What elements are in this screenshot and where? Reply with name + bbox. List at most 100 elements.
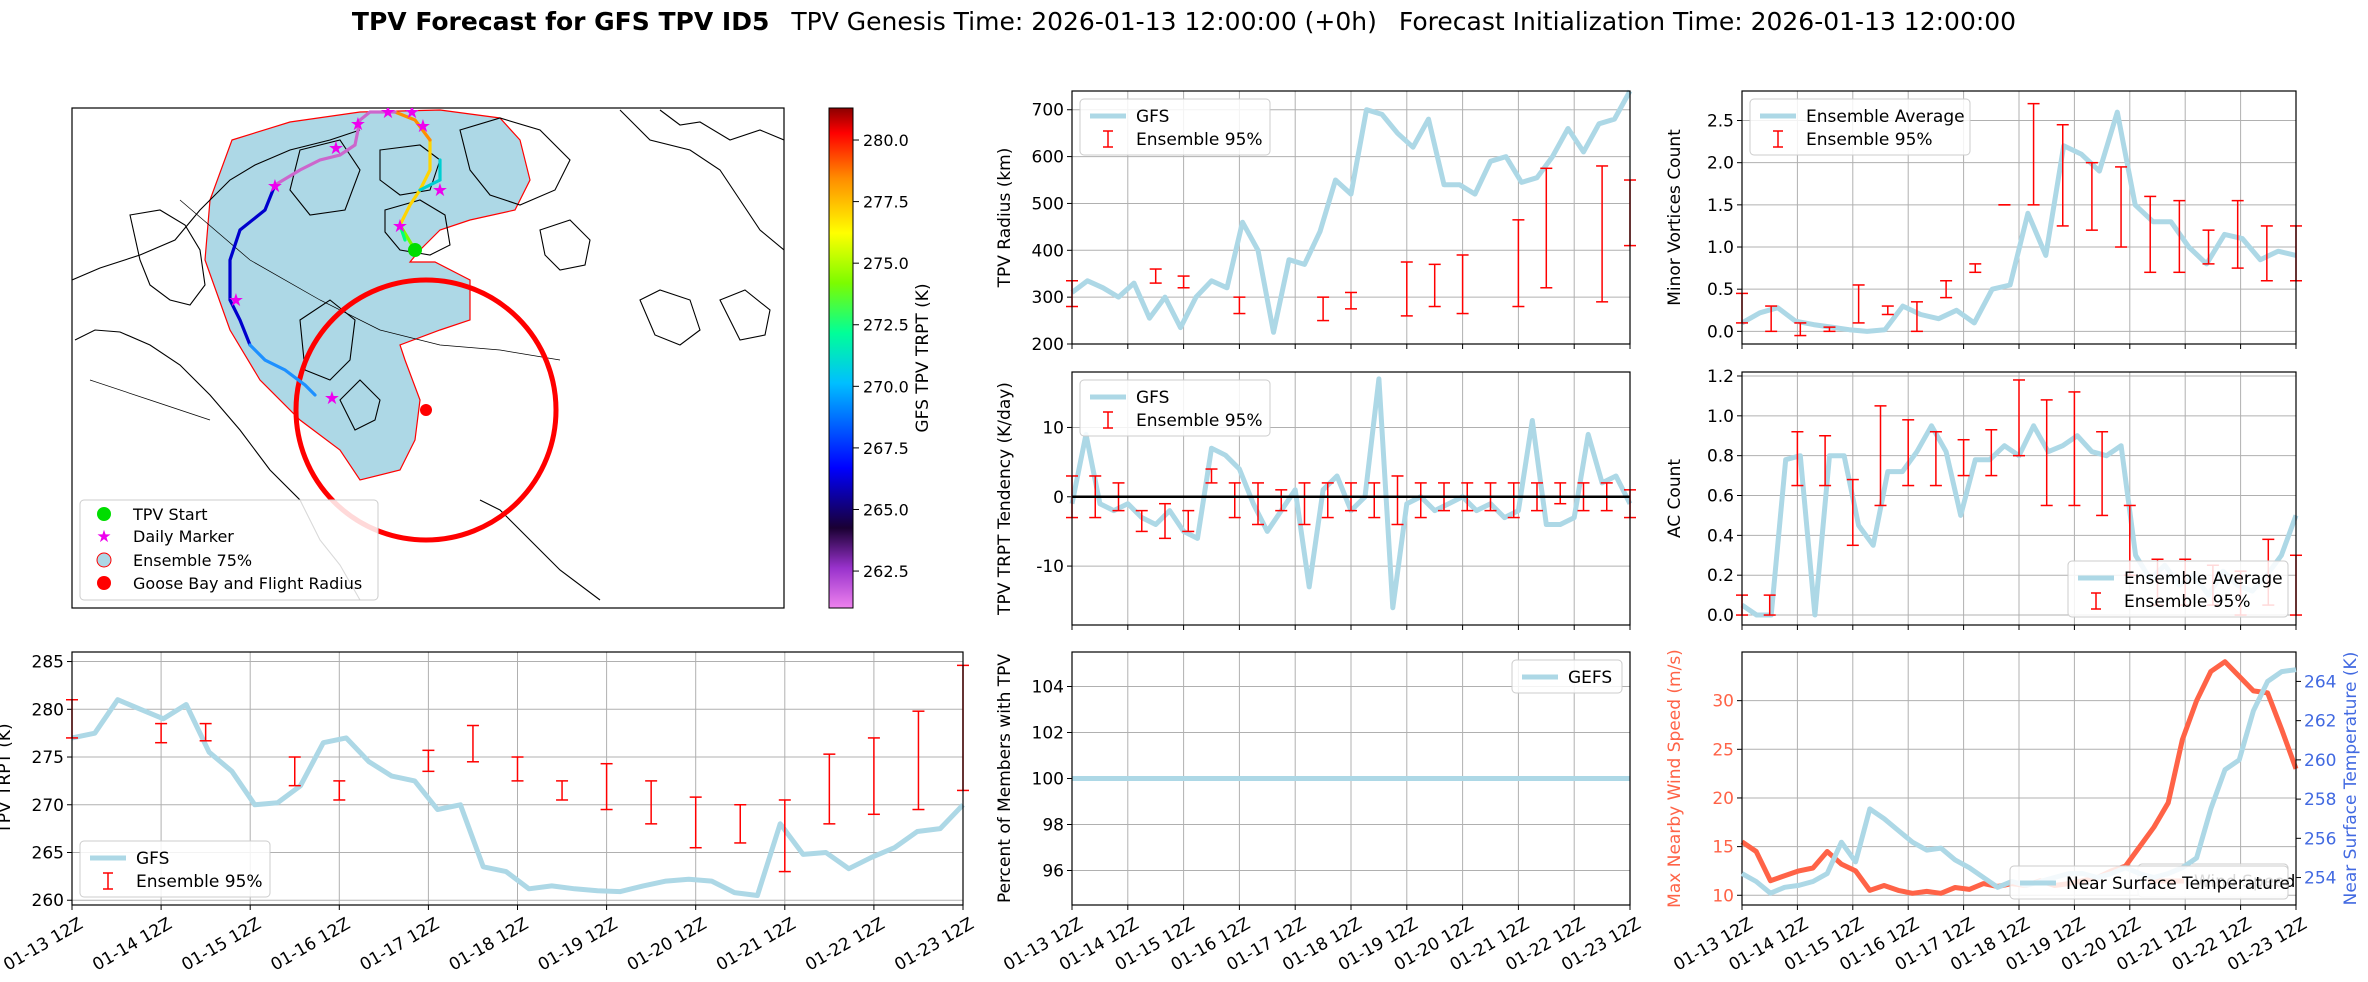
legend-label: Ensemble Average xyxy=(1806,107,1965,127)
y-axis-label: TPV Radius (km) xyxy=(995,148,1015,289)
map-legend-label: Ensemble 75% xyxy=(133,551,252,570)
y-tick-label: 15 xyxy=(1712,838,1734,858)
y-axis-label: TPV TRPT (K) xyxy=(0,723,15,834)
ac-count-panel: 0.0 0.2 0.4 0.6 0.8 1.0 1.2 AC Count Ensemble Av… xyxy=(1665,367,2302,630)
legend-label: Near Surface Temperature xyxy=(2066,874,2290,894)
y-tick-label: 96 xyxy=(1042,862,1064,882)
y-tick-label: 20 xyxy=(1712,789,1734,809)
figure-title: TPV Forecast for GFS TPV ID5 TPV Genesis … xyxy=(352,7,2016,36)
goose-bay-marker xyxy=(420,404,432,416)
y-tick-label: 265 xyxy=(32,843,64,863)
y2-tick-label: 258 xyxy=(2304,790,2336,810)
x-tick-label: 01-14 12Z xyxy=(89,914,175,975)
colorbar: 262.5 265.0 267.5 270.0 272.5 275.0 277.5 280.0… xyxy=(828,107,933,609)
daily-markers: ★ ★★★★★★★★★ xyxy=(228,102,448,409)
y-tick-label: 0.0 xyxy=(1707,606,1734,626)
x-tick-label: 01-22 12Z xyxy=(802,914,888,975)
svg-text:★: ★ xyxy=(96,527,111,547)
colorbar-label: GFS TPV TRPT (K) xyxy=(913,283,933,432)
y-tick-label: 0.6 xyxy=(1707,487,1734,507)
legend-box xyxy=(1079,379,1271,437)
y-axis-label: AC Count xyxy=(1665,459,1685,538)
y2-tick-label: 260 xyxy=(2304,751,2336,771)
legend-label: Ensemble Average xyxy=(2124,569,2283,589)
svg-text:★: ★ xyxy=(324,388,340,409)
y-tick-label: 1.5 xyxy=(1707,196,1734,216)
y-tick-label: 0.4 xyxy=(1707,526,1734,546)
y-tick-label: 104 xyxy=(1032,678,1064,698)
legend-label: Ensemble 95% xyxy=(1136,411,1263,431)
y-tick-label: 25 xyxy=(1712,740,1734,760)
tpv-start-marker xyxy=(408,243,422,257)
y2-tick-label: 264 xyxy=(2304,672,2336,692)
axes-frame xyxy=(1071,90,1631,345)
svg-text:★: ★ xyxy=(267,176,283,197)
y-tick-label: 275 xyxy=(32,748,64,768)
y-tick-label: 600 xyxy=(1032,148,1064,168)
x-tick-label: 01-17 12Z xyxy=(357,914,443,975)
legend-label: GFS xyxy=(1136,107,1169,127)
axes-frame xyxy=(1741,371,2297,626)
y-tick-label: 30 xyxy=(1712,692,1734,712)
colorbar-tick-label: 277.5 xyxy=(863,193,909,212)
svg-text:★: ★ xyxy=(350,114,366,135)
x-tick-label: 01-23 12Z xyxy=(891,914,977,975)
gfs-line xyxy=(1070,89,1633,335)
legend-label: Ensemble 95% xyxy=(136,872,263,892)
legend-label: GFS xyxy=(1136,388,1169,408)
svg-text:★: ★ xyxy=(432,180,448,201)
colorbar-tick-label: 272.5 xyxy=(863,316,909,335)
legend-box xyxy=(2067,560,2289,618)
y2-axis-label: Near Surface Temperature (K) xyxy=(2341,652,2361,906)
borders xyxy=(89,199,561,421)
x-tick-label: 01-19 12Z xyxy=(535,914,621,975)
colorbar-tick-label: 267.5 xyxy=(863,439,909,458)
flight-radius-circle xyxy=(293,277,559,543)
y-axis-label: Percent of Members with TPV xyxy=(995,654,1015,903)
legend-box xyxy=(79,840,271,898)
y-tick-label: 200 xyxy=(1032,335,1064,355)
legend-label: GEFS xyxy=(1568,668,1612,688)
colorbar-tick-label: 270.0 xyxy=(863,377,909,396)
legend-label: GFS xyxy=(136,849,169,869)
legend-box xyxy=(2009,865,2289,900)
y-tick-label: 10 xyxy=(1042,418,1064,438)
svg-text:★: ★ xyxy=(380,102,396,123)
y-axis-label: Minor Vortices Count xyxy=(1665,129,1685,306)
legend-label: Ensemble 95% xyxy=(1806,130,1933,150)
tpv-track xyxy=(228,110,442,397)
x-tick-label: 01-18 12Z xyxy=(446,914,532,975)
y-tick-label: -10 xyxy=(1036,557,1064,577)
y-tick-label: 1.0 xyxy=(1707,238,1734,258)
map-legend-label: Daily Marker xyxy=(133,527,234,546)
x-tick-label: 01-16 12Z xyxy=(268,914,354,975)
y-tick-label: 0.0 xyxy=(1707,322,1734,342)
y-tick-label: 400 xyxy=(1032,241,1064,261)
y-tick-label: 500 xyxy=(1032,194,1064,214)
y-tick-label: 100 xyxy=(1032,770,1064,790)
y-tick-label: 0.5 xyxy=(1707,280,1734,300)
y-tick-label: 102 xyxy=(1032,724,1064,744)
legend-box xyxy=(1511,659,1623,694)
y-tick-label: 2.5 xyxy=(1707,112,1734,132)
y-tick-label: 1.0 xyxy=(1707,407,1734,427)
x-tick-label: 01-13 12Z xyxy=(0,914,86,975)
y2-tick-label: 254 xyxy=(2304,869,2336,889)
y2-tick-label: 256 xyxy=(2304,829,2336,849)
y-tick-label: 270 xyxy=(32,796,64,816)
axes-frame xyxy=(71,651,964,906)
percent-panel: 96 98 100 102 104 Percent of Members with TPV… xyxy=(995,651,1645,975)
legend-box xyxy=(1749,98,1971,156)
x-tick-label: 01-15 12Z xyxy=(178,914,264,975)
y-tick-label: 700 xyxy=(1032,101,1064,121)
svg-text:★: ★ xyxy=(404,102,420,123)
svg-text:★: ★ xyxy=(392,216,408,237)
map-legend-label: Goose Bay and Flight Radius xyxy=(133,574,362,593)
svg-text:★: ★ xyxy=(228,290,244,311)
y-tick-label: 0 xyxy=(1053,488,1064,508)
colorbar-tick-label: 275.0 xyxy=(863,254,909,273)
minor-vortices-panel: 0.0 0.5 1.0 1.5 2.0 2.5 Minor Vortices Count En… xyxy=(1665,90,2302,349)
